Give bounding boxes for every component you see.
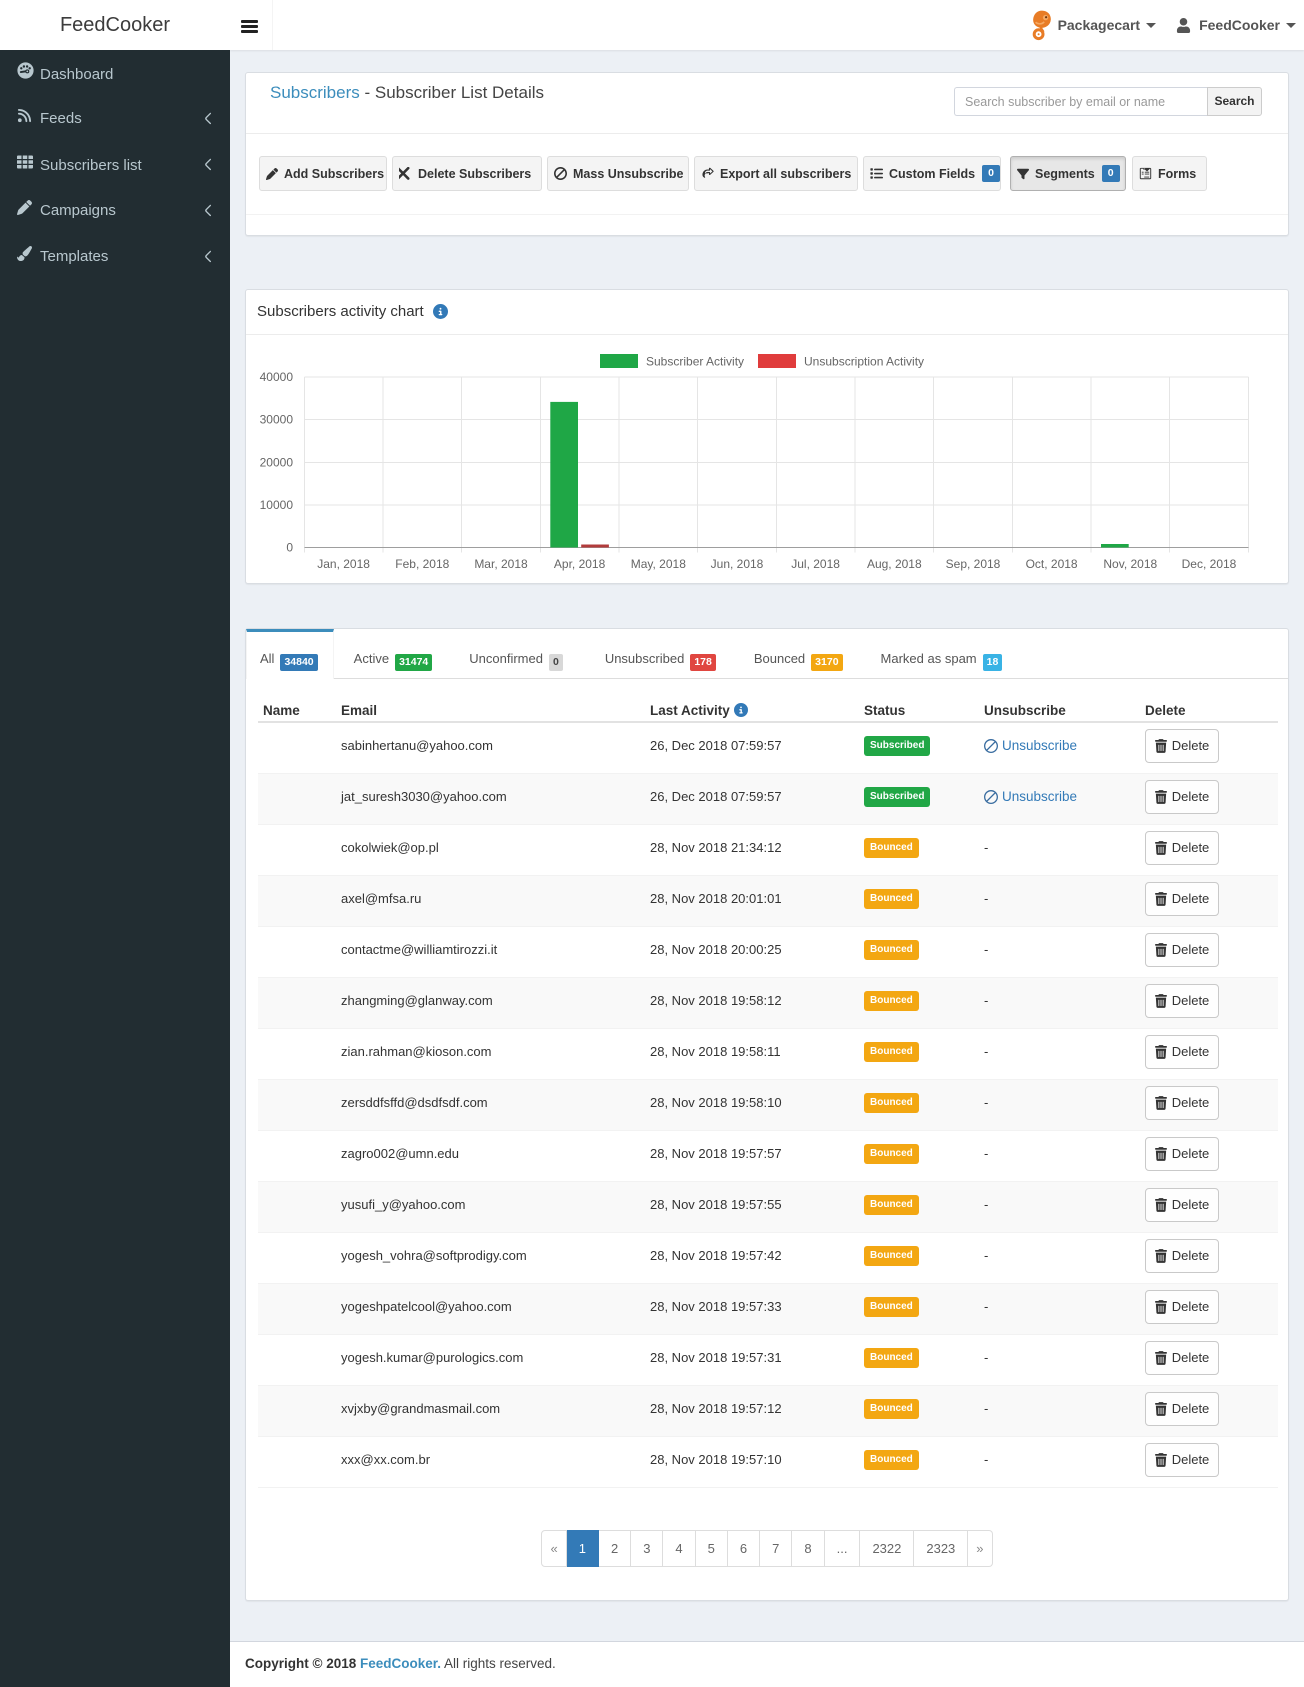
svg-text:Nov, 2018: Nov, 2018 <box>1103 557 1157 571</box>
svg-text:Feb, 2018: Feb, 2018 <box>395 557 449 571</box>
svg-text:10000: 10000 <box>260 498 294 512</box>
svg-text:Aug, 2018: Aug, 2018 <box>867 557 922 571</box>
svg-text:Apr, 2018: Apr, 2018 <box>554 557 606 571</box>
svg-text:Dec, 2018: Dec, 2018 <box>1182 557 1237 571</box>
svg-text:Jan, 2018: Jan, 2018 <box>317 557 370 571</box>
svg-text:Subscriber Activity: Subscriber Activity <box>646 355 744 369</box>
svg-text:20000: 20000 <box>260 455 294 469</box>
svg-text:30000: 30000 <box>260 413 294 427</box>
svg-text:May, 2018: May, 2018 <box>631 557 686 571</box>
svg-text:Jul, 2018: Jul, 2018 <box>791 557 840 571</box>
svg-text:Jun, 2018: Jun, 2018 <box>711 557 764 571</box>
svg-text:Oct, 2018: Oct, 2018 <box>1026 557 1078 571</box>
svg-text:Mar, 2018: Mar, 2018 <box>474 557 528 571</box>
svg-text:Sep, 2018: Sep, 2018 <box>946 557 1001 571</box>
svg-text:Unsubscription Activity: Unsubscription Activity <box>804 355 924 369</box>
svg-text:40000: 40000 <box>260 370 294 384</box>
svg-text:0: 0 <box>286 541 293 555</box>
